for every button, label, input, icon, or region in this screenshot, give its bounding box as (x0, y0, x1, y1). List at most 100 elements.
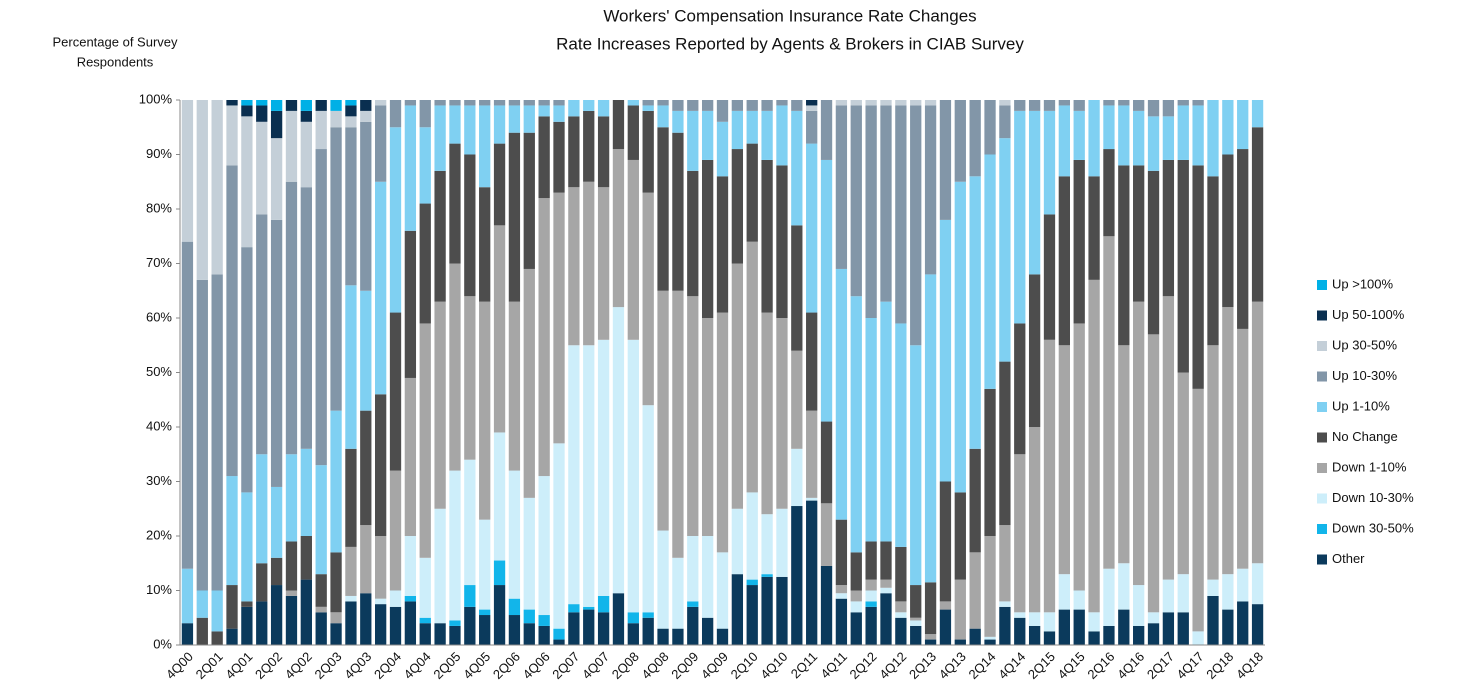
bar-segment (270, 585, 283, 645)
legend-label: Up 50-100% (1332, 307, 1405, 322)
bar-segment (984, 388, 996, 536)
legend-label: No Change (1332, 429, 1398, 444)
bar-segment (910, 620, 922, 626)
bar-segment (1043, 110, 1056, 215)
x-tick-label: 2Q10 (728, 649, 761, 682)
bar-segment (776, 576, 788, 645)
x-tick-label: 2Q07 (549, 649, 582, 682)
bar-segment (1147, 116, 1160, 171)
bar-segment (999, 361, 1011, 526)
bar-segment (241, 116, 253, 248)
x-tick-label: 4Q11 (818, 649, 850, 681)
bar-segment (865, 590, 877, 602)
bar-segment (1133, 585, 1145, 626)
bar-segment (553, 121, 565, 193)
legend-swatch (1317, 463, 1327, 473)
bar-segment (1028, 625, 1041, 645)
bar-segment (850, 105, 862, 297)
bar-segment (300, 579, 312, 645)
bar-segment (999, 105, 1011, 139)
bar-segment (449, 100, 461, 106)
bar-segment (642, 192, 654, 406)
bar-segment (538, 116, 550, 199)
x-tick-label: 4Q10 (757, 649, 790, 682)
bar-segment (1058, 176, 1070, 346)
bar-segment (449, 470, 461, 621)
bar-segment (285, 541, 298, 591)
bar-segment (999, 606, 1011, 645)
bar-segment (464, 154, 476, 297)
bar-segment (1237, 568, 1249, 602)
bar-segment (716, 628, 729, 645)
bar-segment (315, 606, 327, 613)
bar-segment (791, 448, 803, 507)
bar-segment (791, 506, 803, 645)
bar-segment (1177, 105, 1189, 160)
bar-segment (806, 100, 818, 106)
bar-segment (924, 100, 937, 106)
bar-segment (1251, 100, 1264, 128)
bar-segment (687, 100, 699, 111)
bar-segment (553, 105, 565, 122)
bar-segment (1014, 612, 1026, 618)
bar-segment (672, 110, 684, 133)
bar-segment (880, 587, 892, 594)
bar-segment (657, 628, 669, 645)
bar-segment (256, 563, 268, 602)
bar-segment (256, 601, 268, 645)
bar-segment (850, 590, 862, 602)
bar-segment (835, 598, 848, 645)
bar-segment (850, 296, 862, 553)
bar-segment (1177, 159, 1189, 373)
bar-segment (1177, 612, 1189, 645)
bar-segment (434, 508, 446, 624)
bar-segment (434, 301, 446, 509)
bar-segment (1162, 159, 1175, 297)
x-tick-label: 4Q04 (401, 649, 434, 682)
y-tick-label: 70% (146, 255, 172, 270)
bar-segment (1058, 345, 1070, 575)
bar-segment (1014, 323, 1026, 455)
bar-segment (300, 100, 312, 111)
bar-segment (880, 105, 892, 302)
bar-segment (731, 100, 744, 111)
legend-swatch (1317, 554, 1327, 565)
x-tick-label: 2Q02 (252, 649, 285, 682)
x-tick-label: 4Q09 (698, 649, 731, 682)
bar-segment (553, 443, 565, 629)
bar-segment (761, 100, 773, 111)
bar-segment (568, 345, 580, 605)
bar-segment (419, 617, 431, 624)
bar-segment (241, 601, 253, 607)
bar-segment (791, 110, 803, 226)
x-tick-label: 2Q09 (668, 649, 701, 682)
x-tick-label: 4Q14 (995, 649, 1028, 682)
bar-segment (1251, 127, 1264, 302)
bar-segment (612, 593, 625, 645)
bar-segment (479, 100, 491, 106)
legend-label: Down 10-30% (1332, 490, 1414, 505)
x-tick-label: 2Q05 (430, 649, 463, 682)
bar-segment (375, 100, 387, 106)
bar-segment (1251, 301, 1264, 564)
bar-segment (642, 100, 654, 106)
legend-label: Up 10-30% (1332, 368, 1397, 383)
bar-segment (1162, 579, 1175, 613)
bar-segment (1207, 595, 1219, 645)
y-tick-label: 20% (146, 527, 172, 542)
bar-segment (1192, 100, 1204, 106)
bar-segment (791, 100, 803, 111)
bar-segment (910, 105, 922, 346)
bar-segment (1058, 105, 1070, 177)
bar-segment (419, 127, 431, 204)
bar-segment (731, 508, 744, 575)
bar-segment (924, 105, 937, 275)
bar-segment (746, 579, 758, 586)
bar-segment (1133, 625, 1145, 645)
bar-segment (1207, 345, 1219, 580)
bar-segment (1118, 609, 1130, 645)
bar-segment (776, 165, 788, 318)
bar-segment (969, 100, 981, 177)
bar-segment (1043, 612, 1056, 632)
